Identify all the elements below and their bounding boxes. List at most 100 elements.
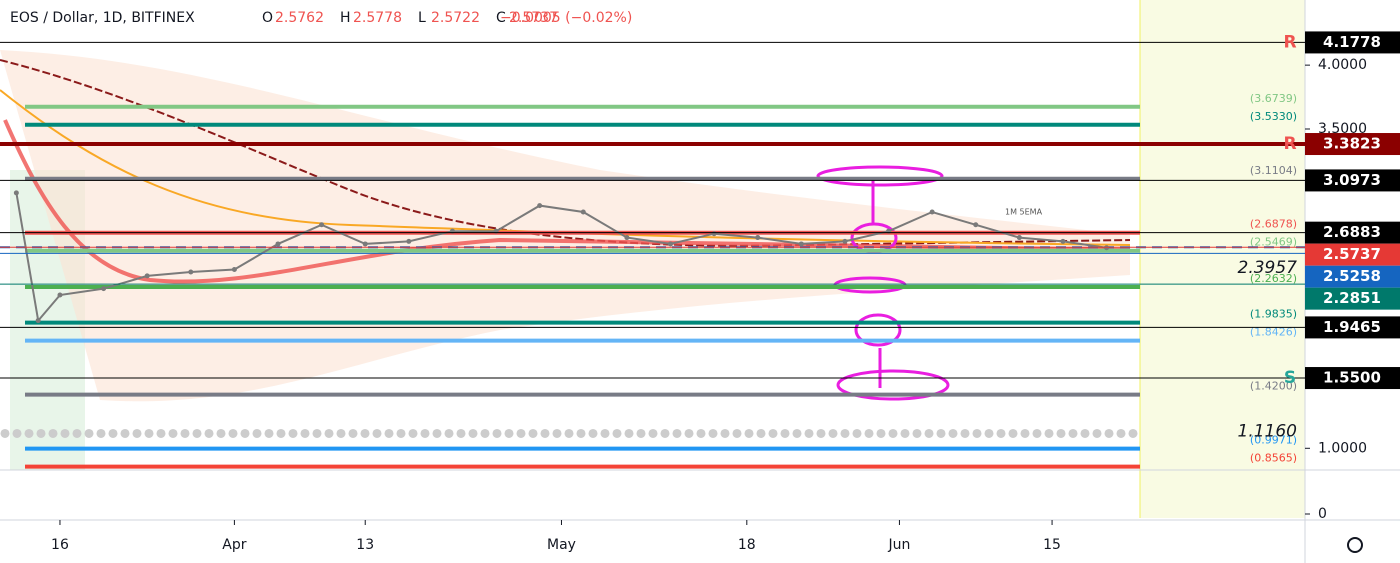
price-box-label: 3.3823 (1323, 135, 1381, 153)
level-dot (516, 428, 526, 438)
level-dot (480, 428, 490, 438)
price-box-label: 3.0973 (1323, 171, 1381, 189)
level-marker: S (1284, 368, 1296, 388)
price-box (1305, 169, 1400, 192)
price-box (1305, 316, 1400, 339)
level-dot (1056, 428, 1066, 438)
level-dot (708, 428, 718, 438)
price-point (1016, 235, 1022, 241)
level-dot (204, 428, 214, 438)
level-dot (744, 428, 754, 438)
price-box-label: 2.6883 (1323, 223, 1381, 241)
price-box (1305, 31, 1400, 54)
fib-label: (2.2632) (1250, 272, 1297, 285)
level-dot (960, 428, 970, 438)
price-point (624, 235, 630, 241)
x-tick-label: May (547, 537, 576, 553)
ma-line (0, 59, 1131, 247)
level-dot (348, 428, 358, 438)
level-dot (1044, 428, 1054, 438)
level-dot (96, 428, 106, 438)
level-dot (1116, 428, 1126, 438)
price-point (275, 241, 281, 247)
y-tick-label: 4.0000 (1318, 57, 1367, 73)
price-box-label: 2.2851 (1323, 289, 1381, 307)
level-dot (1008, 428, 1018, 438)
level-dot (300, 428, 310, 438)
level-dot (684, 428, 694, 438)
price-box (1305, 243, 1400, 266)
level-dot (624, 428, 634, 438)
level-dot (264, 428, 274, 438)
level-dot (564, 428, 574, 438)
level-dot (636, 428, 646, 438)
level-dot (864, 428, 874, 438)
level-dot (588, 428, 598, 438)
y-tick-label: 3.5000 (1318, 121, 1367, 137)
fib-label: (0.9971) (1250, 434, 1297, 447)
level-marker: R (1283, 32, 1296, 52)
price-point (973, 222, 979, 228)
price-point (188, 269, 194, 275)
price-box (1305, 133, 1400, 156)
level-dot (540, 428, 550, 438)
level-dot (672, 428, 682, 438)
level-dot (504, 428, 514, 438)
level-dot (144, 428, 154, 438)
ohlc-value: 2.5778 (353, 10, 402, 26)
fib-label: (1.9835) (1250, 308, 1297, 321)
price-point (667, 241, 673, 247)
level-dot (456, 428, 466, 438)
settings-icon[interactable] (1347, 537, 1363, 553)
level-dot (468, 428, 478, 438)
ohlc-label: C (496, 10, 506, 26)
level-dot (492, 428, 502, 438)
price-point (798, 241, 804, 247)
price-box-label: 1.9465 (1323, 318, 1381, 336)
level-dot (972, 428, 982, 438)
level-dot (816, 428, 826, 438)
level-dot (852, 428, 862, 438)
level-dot (228, 428, 238, 438)
ohlc-label: L (418, 10, 426, 26)
level-dot (36, 428, 46, 438)
price-point (711, 231, 717, 237)
y-tick-label: 1.0000 (1318, 440, 1367, 456)
level-dot (1032, 428, 1042, 438)
level-dot (132, 428, 142, 438)
price-point (362, 241, 368, 247)
x-tick-label: 13 (356, 537, 374, 553)
level-dot (1104, 428, 1114, 438)
level-dot (804, 428, 814, 438)
price-point (13, 190, 19, 196)
level-dot (840, 428, 850, 438)
level-dot (12, 428, 22, 438)
price-point (842, 238, 848, 244)
level-dot (612, 428, 622, 438)
level-dot (996, 428, 1006, 438)
price-point (580, 209, 586, 215)
price-box-label: 1.5500 (1323, 369, 1381, 387)
ohlc: O 2.5762 H 2.5778 L 2.5722 C 2.5737 (262, 10, 558, 26)
level-dot (924, 428, 934, 438)
level-dot (648, 428, 658, 438)
x-tick-label: 15 (1043, 537, 1061, 553)
level-dot (288, 428, 298, 438)
level-dot (372, 428, 382, 438)
level-dot (1068, 428, 1078, 438)
level-dot (252, 428, 262, 438)
fib-label: (3.6739) (1250, 92, 1297, 105)
level-dot (324, 428, 334, 438)
level-dot (876, 428, 886, 438)
fib-label: (2.6878) (1250, 218, 1297, 231)
level-dot (396, 428, 406, 438)
level-dot (108, 428, 118, 438)
level-dot (48, 428, 58, 438)
level-dot (696, 428, 706, 438)
ohlc-label: H (340, 10, 351, 26)
level-dot (312, 428, 322, 438)
x-tick-label: 18 (738, 537, 756, 553)
price-point (144, 273, 150, 279)
level-dot (912, 428, 922, 438)
level-dot (60, 428, 70, 438)
